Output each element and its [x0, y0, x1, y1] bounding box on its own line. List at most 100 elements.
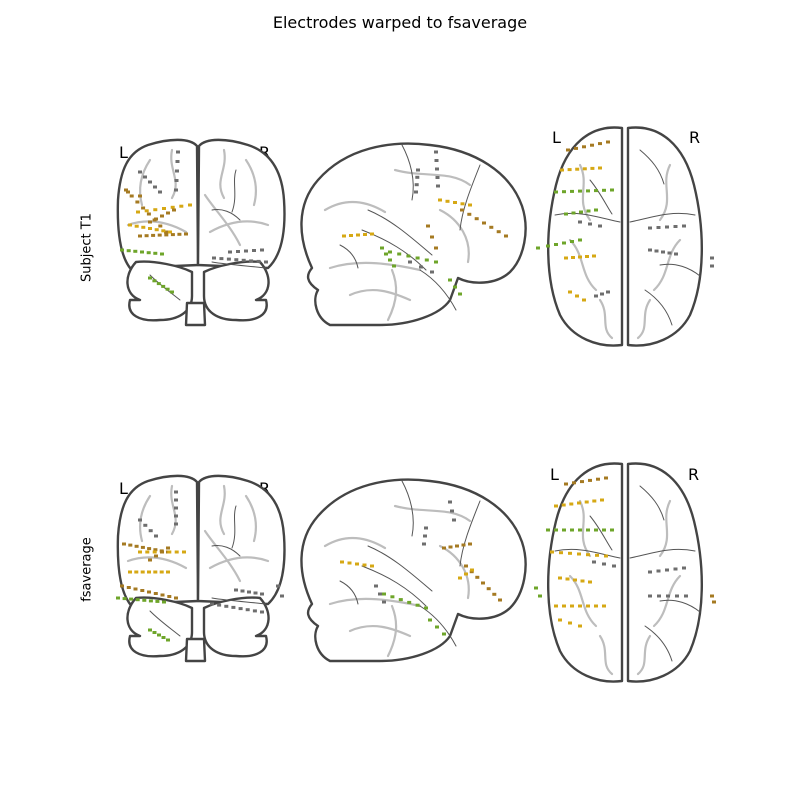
electrode-contact — [153, 185, 157, 189]
electrode-contact — [148, 599, 153, 603]
electrode-contact — [594, 208, 598, 212]
electrode-contact — [580, 480, 584, 484]
electrode-contact — [126, 249, 131, 253]
electrode-contact — [176, 150, 180, 154]
electrode-contact — [157, 233, 162, 237]
electrode-contact — [342, 234, 346, 238]
electrode-contact — [160, 550, 164, 554]
electrode-contact — [133, 587, 138, 591]
electrode-contact — [144, 234, 149, 238]
electrode-contact — [590, 166, 595, 170]
electrode-contact — [382, 592, 386, 596]
electrode-contact — [577, 501, 581, 505]
electrode-contact — [571, 211, 576, 215]
electrode-contact — [161, 229, 166, 233]
electrode-contact — [415, 603, 420, 607]
electrode-contact — [231, 605, 236, 609]
electrode-contact — [550, 550, 554, 554]
electrode-contact — [578, 528, 582, 532]
electrode-contact — [610, 528, 614, 532]
electrode-contact — [464, 564, 468, 568]
electrode-contact — [136, 210, 140, 214]
electrode-contact — [578, 220, 582, 224]
electrode-contact — [249, 259, 254, 263]
electrode-contact — [244, 249, 248, 253]
electrode-contact — [602, 188, 606, 192]
electrode-contact — [656, 226, 661, 229]
electrode-contact — [594, 189, 598, 193]
electrode-contact — [140, 545, 145, 549]
electrode-contact — [426, 224, 430, 228]
electrode-contact — [415, 175, 420, 179]
electrode-contact — [140, 589, 145, 592]
electrode-contact — [566, 148, 570, 152]
electrode-contact — [710, 594, 714, 598]
electrode-contact — [415, 256, 420, 260]
electrode-contact — [397, 252, 402, 256]
electrode-contact — [648, 594, 652, 598]
coronal-view-subject — [116, 138, 286, 327]
electrode-contact — [564, 212, 568, 216]
electrode-contact — [138, 550, 142, 554]
electrode-contact — [554, 190, 558, 194]
electrode-contact — [586, 189, 590, 193]
electrode-contact — [147, 590, 151, 594]
electrode-contact — [606, 140, 610, 144]
electrode-contact — [155, 599, 160, 603]
electrode-contact — [455, 544, 459, 548]
electrode-contact — [148, 558, 152, 562]
axial-right-marker: R — [688, 465, 700, 484]
electrode-contact — [170, 233, 175, 237]
electrode-contact — [648, 226, 652, 230]
electrode-contact — [245, 608, 250, 612]
electrode-contact — [168, 230, 172, 234]
electrode-contact — [167, 595, 172, 598]
electrode-contact — [145, 550, 150, 554]
electrode-contact — [586, 604, 590, 608]
electrode-contact — [260, 610, 264, 614]
electrode-contact — [234, 258, 239, 262]
electrode-contact — [460, 202, 465, 206]
electrode-contact — [151, 233, 156, 237]
electrode-contact — [370, 232, 374, 236]
electrode-contact — [568, 621, 572, 625]
electrode-contact — [146, 212, 151, 216]
electrode-contact — [280, 594, 284, 598]
electrode-contact — [592, 254, 596, 258]
electrode-contact — [148, 628, 152, 632]
electrode-contact — [122, 542, 126, 546]
electrode-contact — [570, 604, 574, 608]
electrode-contact — [210, 602, 214, 606]
electrode-contact — [577, 552, 581, 556]
electrode-contact — [598, 166, 602, 170]
electrode-contact — [167, 550, 172, 554]
electrode-contact — [538, 594, 542, 598]
electrode-contact — [148, 276, 152, 280]
electrode-contact — [135, 200, 140, 204]
electrode-contact — [586, 553, 590, 557]
electrode-contact — [586, 528, 590, 532]
electrode-contact — [154, 217, 158, 221]
electrode-contact — [170, 290, 174, 294]
coronal-left-marker: L — [119, 479, 128, 498]
sagittal-view-subject — [300, 142, 527, 327]
electrode-contact — [146, 251, 151, 255]
electrode-contact — [562, 528, 566, 532]
electrode-contact — [160, 252, 164, 256]
electrode-contact — [458, 292, 462, 296]
electrode-contact — [588, 580, 592, 584]
electrode-contact — [482, 221, 486, 225]
electrode-contact — [475, 575, 480, 579]
electrode-contact — [536, 246, 540, 250]
electrode-contact — [573, 578, 577, 582]
electrode-contact — [126, 586, 131, 589]
electrode-contact — [166, 638, 170, 642]
electrode-contact — [578, 624, 582, 628]
electrode-contact — [568, 290, 572, 294]
electrode-contact — [424, 606, 428, 610]
electrode-contact — [594, 604, 598, 608]
electrode-contact — [175, 160, 180, 163]
electrode-contact — [378, 592, 382, 596]
electrode-contact — [578, 238, 582, 242]
electrode-contact — [585, 255, 589, 258]
